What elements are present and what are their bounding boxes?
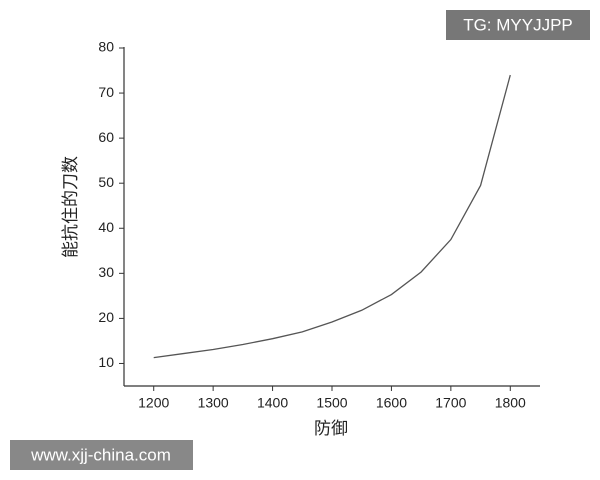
y-tick-label: 40 xyxy=(98,219,114,235)
x-tick-label: 1300 xyxy=(198,395,229,411)
x-tick-label: 1200 xyxy=(138,395,169,411)
y-tick-label: 50 xyxy=(98,174,114,190)
y-tick-label: 80 xyxy=(98,39,114,55)
y-tick-label: 70 xyxy=(98,84,114,100)
x-tick-label: 1700 xyxy=(435,395,466,411)
data-line xyxy=(153,74,511,359)
x-tick-label: 1800 xyxy=(495,395,526,411)
watermark: TG: MYYJJPP xyxy=(463,15,573,34)
x-tick-label: 1500 xyxy=(316,395,347,411)
y-tick-label: 10 xyxy=(98,354,114,370)
x-axis-label: 防御 xyxy=(314,419,348,438)
watermark: www.xjj-china.com xyxy=(30,445,171,464)
y-tick-label: 60 xyxy=(98,129,114,145)
x-tick-label: 1400 xyxy=(257,395,288,411)
watermark-box xyxy=(10,440,193,470)
y-tick-label: 30 xyxy=(98,264,114,280)
x-tick-label: 1600 xyxy=(376,395,407,411)
watermark-box xyxy=(446,10,590,40)
y-axis-label: 能抗住的刀数 xyxy=(61,156,80,258)
y-tick-label: 20 xyxy=(98,309,114,325)
